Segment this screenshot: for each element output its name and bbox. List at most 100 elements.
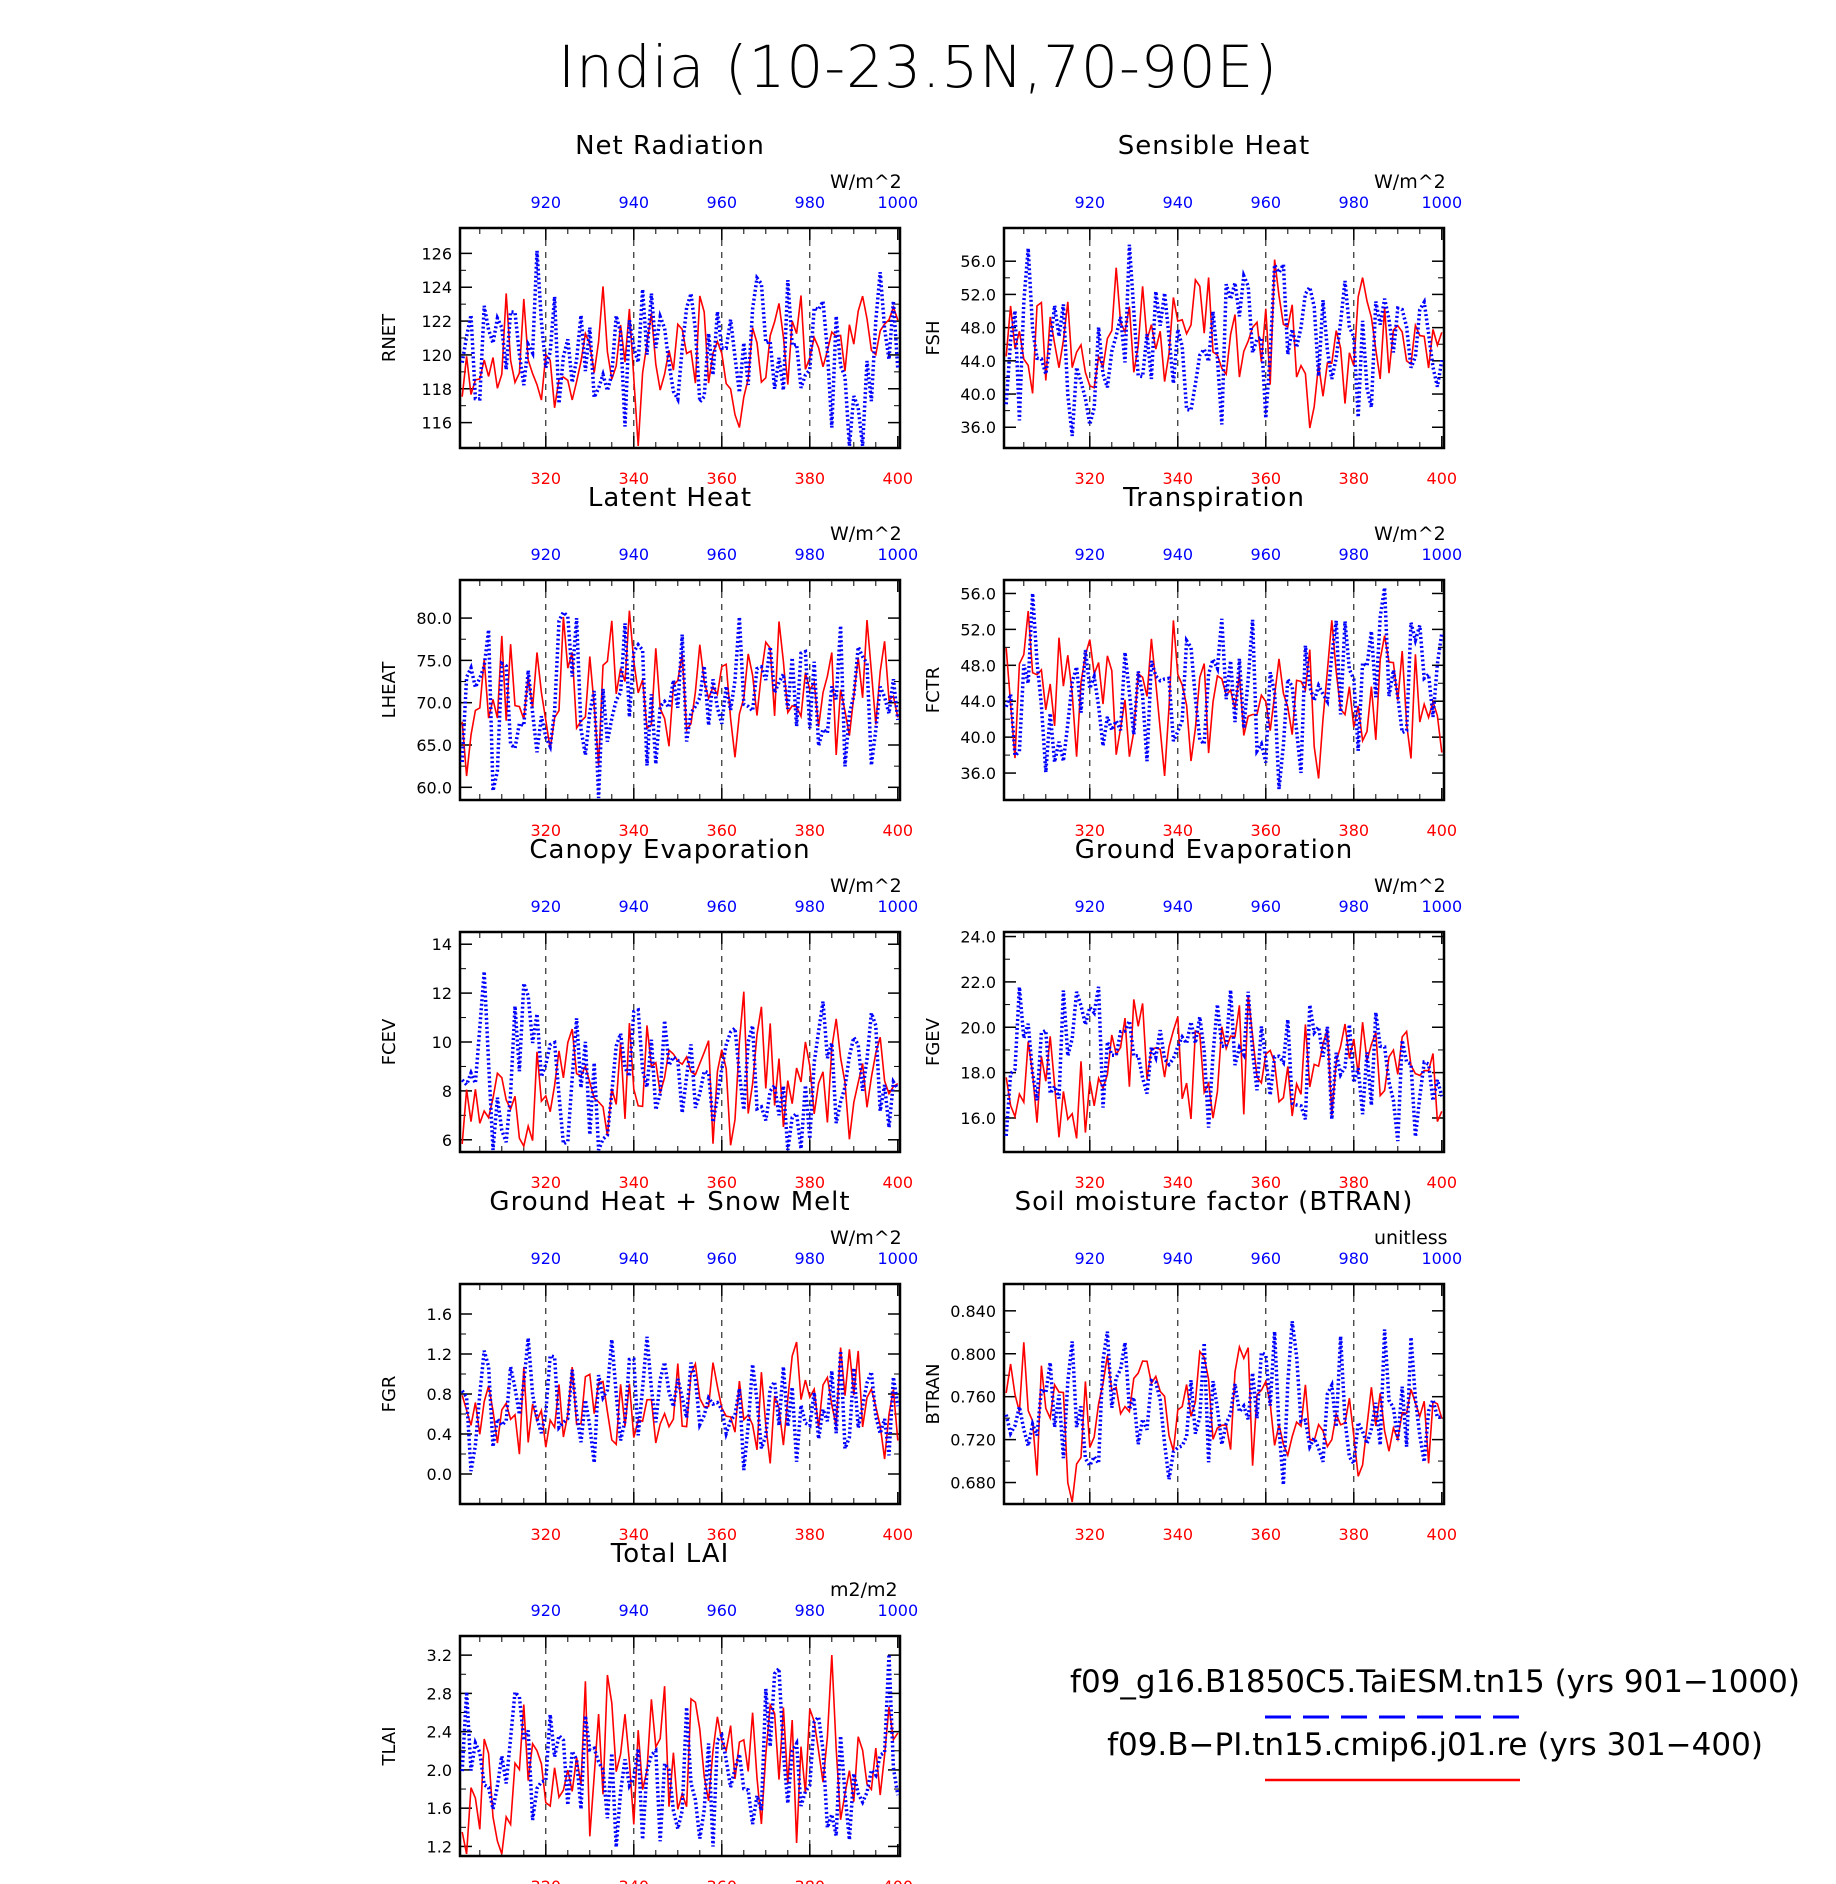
x-tick-label-bottom: 380 [1339,1173,1370,1192]
x-tick-label-top: 1000 [877,193,918,212]
y-tick-label: 20.0 [960,1018,996,1037]
x-tick-label-bottom: 380 [795,821,826,840]
series-line-red [461,991,899,1149]
series-line-red [1005,995,1443,1139]
y-tick-label: 80.0 [416,609,452,628]
panel-fgr: Ground Heat + Snow Melt W/m^2 320 340 360 380… [379,1187,918,1544]
y-tick-label: 1.6 [427,1799,452,1818]
x-tick-label-bottom: 380 [795,1877,826,1884]
x-tick-label-top: 920 [531,193,562,212]
x-tick-label-bottom: 340 [619,821,650,840]
x-tick-label-top: 920 [531,897,562,916]
panel-fctr: Transpiration W/m^2 320 340 360 380 400 920 940 9… [923,483,1462,840]
series-line-blue [1004,244,1444,437]
y-axis-label: FCEV [379,1018,400,1065]
y-tick-label: 52.0 [960,285,996,304]
panel-title: Soil moisture factor (BTRAN) [1015,1187,1414,1217]
y-tick-label: 12 [432,984,452,1003]
y-tick-label: 124 [421,278,452,297]
x-tick-label-top: 920 [1075,897,1106,916]
x-tick-label-top: 980 [795,1249,826,1268]
y-tick-label: 75.0 [416,651,452,670]
units-label: W/m^2 [830,1227,902,1249]
units-label: W/m^2 [830,875,902,897]
x-tick-label-top: 980 [1339,545,1370,564]
y-tick-label: 48.0 [960,319,996,338]
units-label: W/m^2 [1374,523,1446,545]
y-axis-label: TLAI [379,1726,400,1766]
x-tick-label-bottom: 340 [1163,821,1194,840]
x-tick-label-top: 1000 [877,545,918,564]
y-tick-label: 122 [421,312,452,331]
x-tick-label-bottom: 320 [1075,1525,1106,1544]
y-tick-label: 0.760 [950,1388,996,1407]
y-tick-label: 3.2 [427,1646,452,1665]
x-tick-label-bottom: 340 [1163,1173,1194,1192]
y-tick-label: 44.0 [960,692,996,711]
y-tick-label: 56.0 [960,584,996,603]
plot-frame [1002,578,1446,802]
x-tick-label-bottom: 360 [1251,1173,1282,1192]
plot-frame [1002,226,1446,450]
x-tick-label-top: 940 [1163,897,1194,916]
x-tick-label-top: 980 [795,545,826,564]
x-tick-label-top: 940 [619,897,650,916]
panel-rnet: Net Radiation W/m^2 320 340 360 380 400 920 940 9… [379,131,918,488]
y-tick-label: 16.0 [960,1109,996,1128]
x-tick-label-top: 940 [1163,545,1194,564]
panel-title: Ground Evaporation [1075,835,1353,865]
panel-title: Latent Heat [588,483,752,513]
x-tick-label-bottom: 320 [531,821,562,840]
y-tick-label: 2.8 [427,1684,452,1703]
y-tick-label: 2.0 [427,1761,452,1780]
x-tick-label-bottom: 400 [883,1173,914,1192]
series-line-red [461,1654,899,1855]
x-tick-label-top: 1000 [1421,545,1462,564]
y-tick-label: 40.0 [960,385,996,404]
x-tick-label-top: 1000 [877,1249,918,1268]
x-tick-label-top: 940 [1163,1249,1194,1268]
series-line-red [1005,1342,1443,1503]
x-tick-label-bottom: 400 [1427,821,1458,840]
series-line-blue [460,1336,900,1472]
panel-title: Canopy Evaporation [529,835,810,865]
plot-frame [458,930,902,1154]
y-tick-label: 1.2 [427,1837,452,1856]
x-tick-label-bottom: 320 [531,1877,562,1884]
series-line-red [461,1341,899,1464]
y-tick-label: 60.0 [416,778,452,797]
x-tick-label-bottom: 380 [795,469,826,488]
units-label: W/m^2 [830,523,902,545]
y-tick-label: 1.2 [427,1345,452,1364]
x-tick-label-bottom: 320 [1075,1173,1106,1192]
plot-frame [1002,1282,1446,1506]
x-tick-label-bottom: 400 [883,469,914,488]
panel-fcev: Canopy Evaporation W/m^2 320 340 360 380 400 92… [379,835,918,1192]
y-tick-label: 0.8 [427,1385,452,1404]
units-label: W/m^2 [830,171,902,193]
x-tick-label-top: 960 [1251,897,1282,916]
panel-btran: Soil moisture factor (BTRAN) unitless 320 3… [923,1187,1462,1544]
y-tick-label: 120 [421,346,452,365]
series-line-blue [460,250,900,447]
x-tick-label-top: 1000 [1421,1249,1462,1268]
x-tick-label-top: 940 [1163,193,1194,212]
series-line-blue [1004,587,1444,790]
x-tick-label-bottom: 320 [531,1525,562,1544]
y-tick-label: 40.0 [960,728,996,747]
x-tick-label-top: 940 [619,1249,650,1268]
panel-title: Sensible Heat [1118,131,1310,161]
x-tick-label-top: 960 [707,897,738,916]
y-axis-label: BTRAN [923,1364,944,1425]
x-tick-label-top: 960 [707,193,738,212]
y-tick-label: 6 [442,1131,452,1150]
x-tick-label-bottom: 360 [707,821,738,840]
units-label: unitless [1374,1227,1448,1249]
y-tick-label: 0.720 [950,1431,996,1450]
x-tick-label-bottom: 380 [1339,469,1370,488]
x-tick-label-bottom: 340 [1163,1525,1194,1544]
series-line-blue [1004,986,1444,1142]
x-tick-label-bottom: 340 [1163,469,1194,488]
legend-blue-label: f09_g16.B1850C5.TaiESM.tn15 (yrs 901−100… [1070,1664,1800,1700]
